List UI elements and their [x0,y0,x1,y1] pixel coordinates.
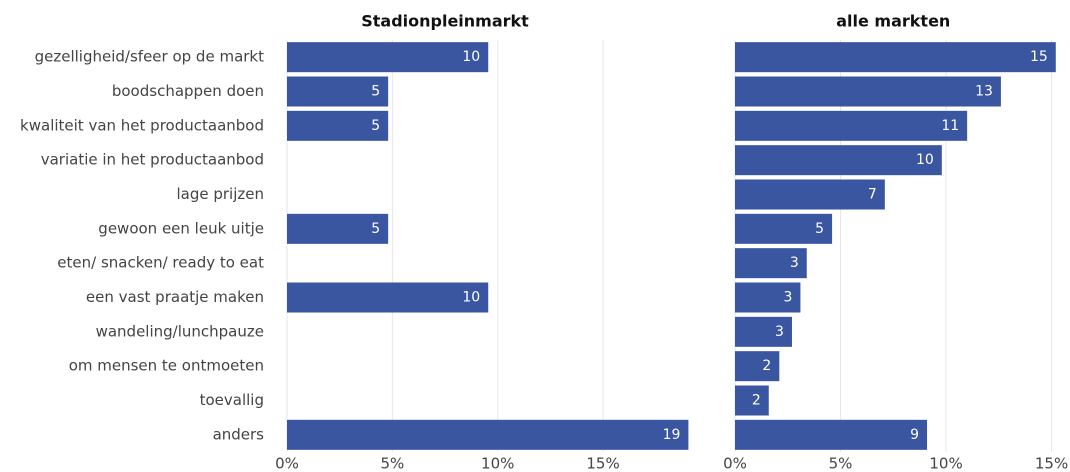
bar [735,213,833,244]
x-tick-label: 0% [275,455,299,472]
bar [287,419,689,450]
bar [735,76,1001,107]
category-label: eten/ snacken/ ready to eat [57,254,264,272]
category-label: anders [213,425,265,443]
bar [735,145,942,176]
value-label: 10 [916,152,934,168]
bar [735,385,769,416]
value-label: 19 [663,427,681,443]
bar [735,42,1056,73]
panel-title: Stadionpleinmarkt [361,12,529,31]
bar [735,248,807,279]
value-label: 11 [941,118,959,134]
value-label: 5 [815,221,824,237]
category-label: boodschappen doen [112,82,264,100]
bar [735,351,780,382]
value-label: 2 [752,393,761,409]
value-label: 9 [910,427,919,443]
category-label: om mensen te ontmoeten [69,357,264,375]
x-tick-label: 15% [586,455,619,472]
category-label: gezelligheid/sfeer op de markt [35,48,264,66]
category-label: wandeling/lunchpauze [96,322,264,340]
value-label: 7 [868,187,877,203]
category-label: lage prijzen [176,185,264,203]
value-label: 15 [1030,49,1048,65]
value-label: 5 [371,84,380,100]
bar [735,110,968,141]
value-label: 3 [775,324,784,340]
bar [287,76,389,107]
bar [287,282,489,313]
bar [735,419,928,450]
x-tick-label: 10% [481,455,514,472]
panel-title: alle markten [836,12,950,31]
bar [287,213,389,244]
value-label: 10 [462,290,480,306]
category-label: een vast praatje maken [86,288,264,306]
value-label: 5 [371,221,380,237]
bar [287,42,489,73]
value-label: 3 [790,255,799,271]
category-label: gewoon een leuk uitje [98,219,264,237]
x-tick-label: 15% [1035,455,1068,472]
value-label: 3 [784,290,793,306]
x-tick-label: 5% [829,455,853,472]
x-tick-label: 10% [929,455,962,472]
bar [735,179,885,210]
bar [287,110,389,141]
value-label: 2 [762,358,771,374]
x-tick-label: 5% [380,455,404,472]
category-label: variatie in het productaanbod [41,151,264,169]
category-label: kwaliteit van het productaanbod [20,116,264,134]
category-label: toevallig [200,391,264,409]
bar [735,316,792,347]
bar [735,282,801,313]
value-label: 5 [371,118,380,134]
value-label: 13 [975,84,993,100]
value-label: 10 [462,49,480,65]
x-tick-label: 0% [723,455,747,472]
